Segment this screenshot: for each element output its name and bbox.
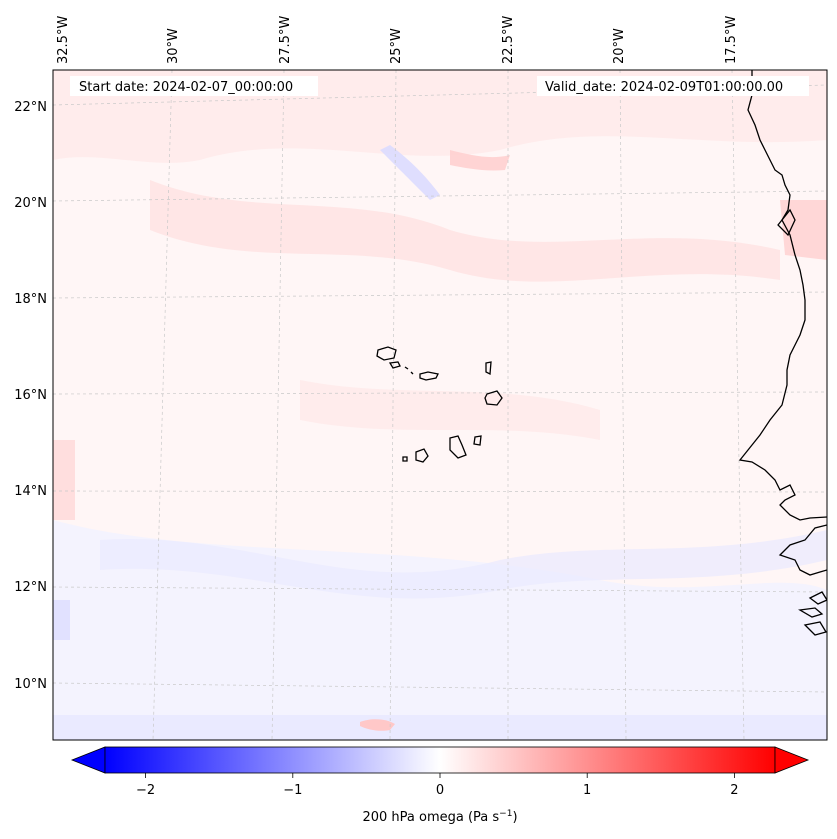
- island-fogo: [415, 448, 429, 463]
- lat-label: 18°N: [14, 292, 47, 307]
- colorbar-min-extend: [70, 746, 106, 774]
- coast-island-b: [803, 621, 827, 636]
- lon-label: 17.5°W: [724, 16, 739, 64]
- start-date-box: [70, 76, 318, 96]
- lat-label: 10°N: [14, 677, 47, 692]
- island-boa-vista: [484, 390, 503, 406]
- island-sao-vicente: [388, 361, 401, 369]
- island-santa-luzia: [404, 366, 409, 370]
- map-panel: Start date: 2024-02-07_00:00:00 Valid_da…: [52, 69, 828, 741]
- island-santo-antao: [376, 346, 397, 361]
- island-santiago: [449, 435, 467, 459]
- island-brava: [402, 456, 408, 462]
- lon-label: 32.5°W: [56, 16, 71, 64]
- cape-verde-islands: [376, 346, 503, 463]
- colorbar-tick-label: 0: [436, 783, 444, 798]
- valid-date-label: Valid_date: 2024-02-09T01:00:00.00: [545, 80, 783, 95]
- latitude-labels: 22°N 20°N 18°N 16°N 14°N 12°N 10°N: [14, 100, 47, 692]
- lat-label: 20°N: [14, 196, 47, 211]
- lon-label: 22.5°W: [501, 16, 516, 64]
- valid-date-box: [537, 76, 809, 96]
- colorbar-tick-label: 2: [730, 783, 738, 798]
- colorbar-tick-label: −1: [283, 783, 302, 798]
- lon-label: 20°W: [612, 28, 627, 64]
- omega-field: [53, 70, 827, 740]
- coast-inlet: [777, 208, 796, 237]
- island-islet: [410, 371, 414, 375]
- colorbar: −2 −1 0 1 2 200 hPa omega (Pa s−1): [70, 746, 810, 825]
- longitude-labels: 32.5°W 30°W 27.5°W 25°W 22.5°W 20°W 17.5…: [56, 16, 739, 64]
- lat-label: 22°N: [14, 100, 47, 115]
- coast-island-c: [808, 591, 827, 605]
- colorbar-tick-label: 1: [583, 783, 591, 798]
- africa-coastline: [738, 70, 827, 576]
- map-frame: [52, 69, 828, 741]
- lon-label: 27.5°W: [278, 16, 293, 64]
- island-sal: [485, 361, 492, 376]
- start-date-label: Start date: 2024-02-07_00:00:00: [79, 80, 293, 95]
- island-maio: [473, 435, 482, 446]
- lon-label: 30°W: [166, 28, 181, 64]
- island-sao-nicolau: [419, 371, 439, 381]
- lon-label: 25°W: [389, 28, 404, 64]
- coast-island-a: [798, 607, 824, 618]
- colorbar-tick-label: −2: [136, 783, 155, 798]
- colorbar-max-extend: [774, 746, 810, 774]
- coastlines: [738, 70, 827, 636]
- lat-label: 16°N: [14, 388, 47, 403]
- colorbar-ticks: −2 −1 0 1 2: [136, 773, 739, 798]
- graticule: [53, 70, 827, 740]
- colorbar-label: 200 hPa omega (Pa s−1): [362, 809, 517, 825]
- lat-label: 12°N: [14, 580, 47, 595]
- colorbar-bar: [104, 746, 776, 774]
- lat-label: 14°N: [14, 484, 47, 499]
